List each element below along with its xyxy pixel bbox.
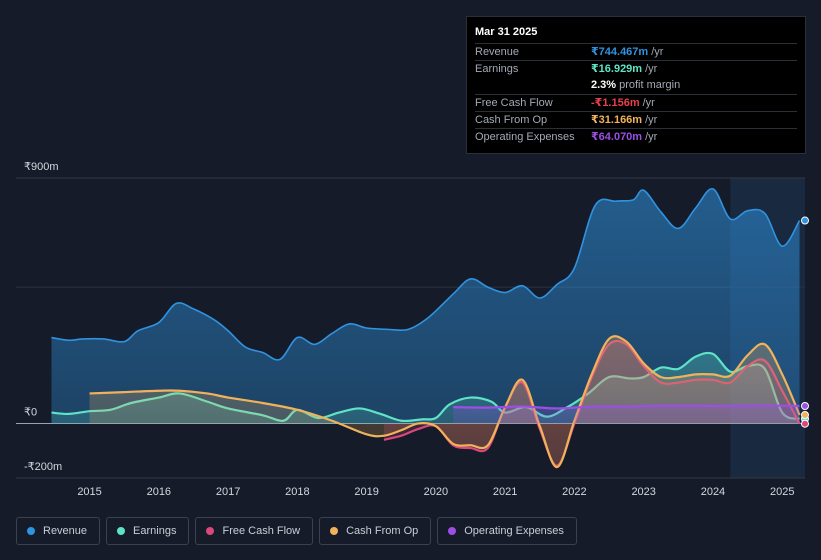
x-tick-label: 2024 (701, 486, 725, 498)
legend-item-operating-expenses[interactable]: Operating Expenses (437, 517, 577, 545)
tooltip-unit: /yr (645, 63, 658, 75)
revenue-end-marker (801, 216, 809, 225)
operating-expenses-end-marker (801, 402, 809, 410)
legend-dot-icon (448, 527, 457, 535)
tooltip-unit: /yr (642, 97, 655, 109)
chart-legend: Revenue Earnings Free Cash Flow Cash Fro… (16, 517, 577, 545)
tooltip-value: ₹16.929m (591, 63, 643, 75)
free-cash-flow-end-marker (801, 419, 809, 428)
chart-axes: ₹900m ₹0 -₹200m 2015 2016 2017 2018 2019 2020 202… (24, 161, 794, 498)
legend-item-revenue[interactable]: Revenue (16, 517, 101, 545)
tooltip-value: ₹744.467m (591, 46, 649, 58)
x-tick-label: 2025 (770, 486, 794, 498)
x-tick-label: 2019 (354, 486, 378, 498)
x-tick-label: 2018 (285, 486, 309, 498)
tooltip-label: Free Cash Flow (475, 97, 553, 109)
x-tick-label: 2021 (493, 486, 517, 498)
x-tick-label: 2017 (216, 486, 240, 498)
chart-end-markers (801, 216, 809, 428)
tooltip-unit: /yr (645, 114, 658, 126)
data-tooltip: Mar 31 2025 Revenue ₹744.467m /yr Earnin… (466, 16, 806, 154)
x-tick-label: 2016 (147, 486, 171, 498)
x-tick-label: 2020 (424, 486, 448, 498)
operating-expenses-area (453, 405, 800, 424)
y-tick-label: -₹200m (24, 461, 62, 473)
tooltip-value: ₹64.070m (591, 131, 643, 143)
y-tick-label: ₹900m (24, 161, 59, 173)
legend-item-earnings[interactable]: Earnings (106, 517, 190, 545)
legend-item-cash-from-op[interactable]: Cash From Op (319, 517, 432, 545)
tooltip-value: -₹1.156m (591, 97, 640, 109)
x-tick-label: 2023 (631, 486, 655, 498)
tooltip-unit: /yr (651, 46, 664, 58)
tooltip-row-operating-expenses: Operating Expenses ₹64.070m /yr (475, 128, 797, 145)
tooltip-label: Earnings (475, 63, 519, 75)
legend-label: Cash From Op (346, 525, 419, 537)
chart-series (51, 188, 801, 469)
tooltip-row-revenue: Revenue ₹744.467m /yr (475, 43, 797, 60)
tooltip-unit: /yr (645, 131, 658, 143)
tooltip-value: ₹31.166m (591, 114, 643, 126)
cash-from-op-area (89, 336, 800, 468)
tooltip-row-cash-from-op: Cash From Op ₹31.166m /yr (475, 111, 797, 128)
legend-item-free-cash-flow[interactable]: Free Cash Flow (195, 517, 314, 545)
legend-label: Operating Expenses (464, 525, 564, 537)
tooltip-label: Cash From Op (475, 114, 548, 126)
legend-label: Free Cash Flow (222, 525, 301, 537)
legend-dot-icon (117, 527, 126, 535)
legend-dot-icon (206, 527, 215, 535)
tooltip-value: 2.3% (591, 79, 617, 91)
legend-label: Earnings (133, 525, 177, 537)
tooltip-date: Mar 31 2025 (475, 26, 538, 38)
revenue-line (51, 188, 801, 361)
tooltip-row-margin: 2.3% profit margin (475, 77, 797, 94)
tooltip-unit: profit margin (619, 79, 681, 91)
tooltip-row-earnings: Earnings ₹16.929m /yr (475, 60, 797, 77)
tooltip-row-free-cash-flow: Free Cash Flow -₹1.156m /yr (475, 94, 797, 111)
legend-dot-icon (27, 527, 35, 535)
x-tick-label: 2015 (77, 486, 101, 498)
tooltip-label: Revenue (475, 46, 520, 58)
x-tick-label: 2022 (562, 486, 586, 498)
operating-expenses-line (453, 404, 800, 410)
legend-dot-icon (330, 527, 339, 535)
legend-label: Revenue (43, 525, 88, 537)
cash-from-op-end-marker (801, 411, 809, 419)
tooltip-label (475, 77, 591, 94)
y-tick-label: ₹0 (24, 406, 37, 418)
tooltip-label: Operating Expenses (475, 131, 575, 143)
